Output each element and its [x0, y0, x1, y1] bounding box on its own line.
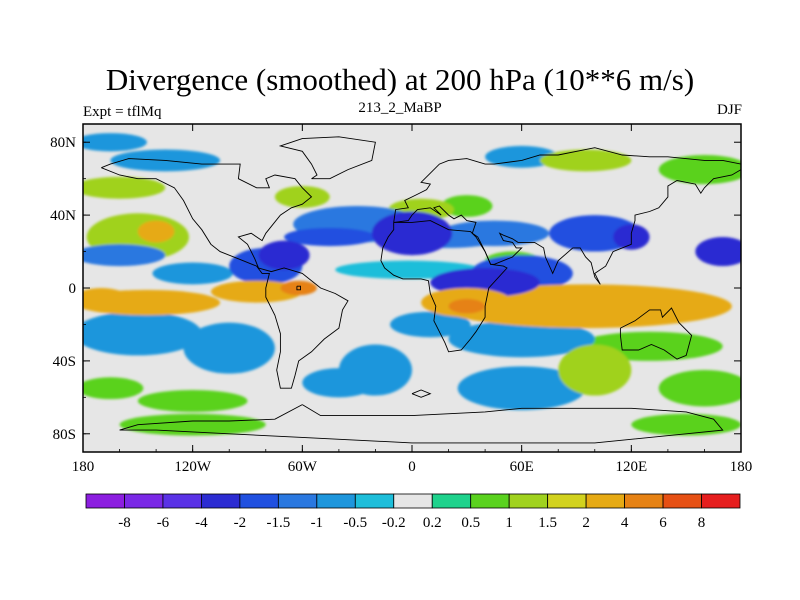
coastline — [101, 158, 349, 389]
x-tick-label: 60E — [510, 459, 534, 475]
divergence-cell — [439, 220, 550, 247]
divergence-cell — [210, 280, 303, 303]
colorbar-label: 2 — [582, 515, 590, 531]
divergence-cell — [539, 149, 632, 172]
colorbar-label: -2 — [234, 515, 247, 531]
divergence-cell — [284, 227, 376, 247]
x-tick-label: 120W — [174, 459, 212, 475]
colorbar-label: -0.2 — [382, 515, 406, 531]
colorbar-swatch — [701, 493, 741, 509]
colorbar-label: -1 — [311, 515, 324, 531]
colorbar-swatch — [470, 493, 510, 509]
colorbar-swatch — [162, 493, 202, 509]
divergence-cell — [485, 145, 559, 168]
divergence-cell — [152, 262, 233, 285]
colorbar-label: 6 — [659, 515, 667, 531]
colorbar-swatch — [354, 493, 395, 509]
colorbar-label: -1.5 — [266, 515, 290, 531]
colorbar-swatch — [624, 493, 664, 509]
colorbar-swatch — [585, 493, 625, 509]
divergence-cell — [631, 413, 741, 436]
divergence-cell — [83, 288, 129, 310]
y-tick-label: 40N — [50, 208, 76, 224]
run-label: 213_2_MaBP — [358, 100, 442, 116]
divergence-cell — [83, 176, 166, 199]
divergence-cell — [83, 311, 202, 356]
divergence-cell — [439, 284, 732, 329]
x-tick-label: 60W — [288, 459, 318, 475]
divergence-cell — [448, 320, 595, 358]
divergence-cell — [448, 298, 486, 314]
colorbar-label: 1 — [505, 515, 513, 531]
divergence-cell — [274, 185, 330, 208]
divergence-cell — [658, 370, 741, 407]
colorbar-label: 0.2 — [423, 515, 442, 531]
x-tick-label: 180 — [730, 459, 753, 475]
divergence-cell — [457, 366, 586, 411]
x-tick-label: 0 — [408, 459, 416, 475]
colorbar-label: -4 — [195, 515, 208, 531]
colorbar-swatch — [662, 493, 702, 509]
colorbar-label: -6 — [157, 515, 170, 531]
plot-title: Divergence (smoothed) at 200 hPa (10**6 … — [105, 62, 695, 97]
colorbar-swatch — [508, 493, 549, 509]
coastline — [411, 389, 432, 398]
coastline — [296, 285, 301, 291]
colorbar-swatch — [393, 493, 433, 509]
colorbar-swatch — [547, 493, 587, 509]
colorbar-swatch — [431, 493, 472, 509]
coastline-layer — [101, 136, 741, 444]
coastline — [380, 220, 508, 353]
colorbar-swatch — [124, 493, 164, 509]
colorbar-swatch — [85, 493, 125, 509]
x-tick-label: 120E — [615, 459, 647, 475]
y-tick-label: 40S — [53, 354, 76, 370]
y-tick-label: 0 — [69, 281, 77, 297]
x-axis: 180 120W 60W 0 60E 120E 180 — [72, 124, 753, 475]
divergence-cell — [280, 280, 317, 296]
divergence-cell — [137, 390, 248, 412]
divergence-cell — [558, 344, 632, 396]
field-layer — [83, 124, 741, 452]
colorbar-swatch — [239, 493, 279, 509]
y-tick-label: 80N — [50, 135, 76, 151]
colorbar-label: 0.5 — [461, 515, 480, 531]
colorbar-swatch — [201, 493, 241, 509]
colorbar: -8 -6 -4 -2 -1.5 -1 -0.5 -0.2 0.2 0.5 1 1.5 2 4 6 8 — [85, 493, 741, 531]
x-tick-label: 180 — [72, 459, 95, 475]
divergence-cell — [83, 244, 166, 267]
divergence-cell — [302, 368, 376, 398]
y-tick-label: 80S — [53, 427, 76, 443]
coastline — [619, 307, 693, 360]
divergence-cell — [441, 195, 493, 217]
coastline — [393, 147, 741, 285]
colorbar-label: 1.5 — [538, 515, 557, 531]
divergence-cell — [83, 133, 147, 152]
colorbar-label: -8 — [118, 515, 131, 531]
colorbar-swatch — [316, 493, 356, 509]
divergence-cell — [137, 220, 175, 243]
colorbar-label: -0.5 — [343, 515, 367, 531]
divergence-cell — [83, 377, 144, 400]
coastline — [278, 136, 376, 180]
divergence-cell — [390, 311, 471, 338]
divergence-cell — [658, 154, 741, 185]
season-label: DJF — [716, 102, 742, 118]
colorbar-swatch — [277, 493, 318, 509]
experiment-label: Expt = tflMq — [83, 104, 162, 120]
colorbar-label: 8 — [698, 515, 706, 531]
y-axis: 80N 40N 0 40S 80S — [50, 135, 741, 443]
divergence-cell — [183, 322, 275, 374]
divergence-cell — [695, 236, 741, 267]
coastline — [119, 404, 724, 444]
divergence-cell — [371, 211, 453, 256]
divergence-cell — [258, 240, 310, 270]
colorbar-label: 4 — [621, 515, 629, 531]
